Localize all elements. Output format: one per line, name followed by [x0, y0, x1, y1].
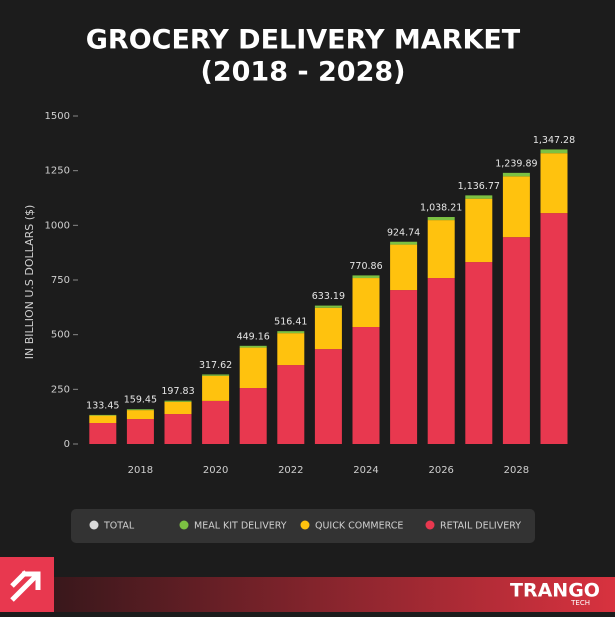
legend-marker — [179, 520, 189, 530]
bar-segment — [502, 237, 530, 444]
bar-segment — [427, 217, 455, 221]
y-tick-label: 1250 — [45, 166, 70, 177]
legend-marker — [89, 520, 99, 530]
bar-segment — [239, 347, 267, 389]
bar-segment — [202, 375, 230, 401]
logo-icon — [10, 570, 41, 602]
bar-segment — [277, 331, 305, 334]
total-label: 924.74 — [387, 227, 420, 238]
total-label: 516.41 — [274, 317, 307, 328]
y-tick-label: 1500 — [45, 111, 70, 122]
total-label: 317.62 — [199, 360, 232, 371]
y-axis-label: IN BILLION U.S DOLLARS ($) — [23, 205, 36, 360]
x-tick-label: 2018 — [128, 465, 153, 476]
total-label: 770.86 — [349, 261, 382, 272]
x-tick-label: 2026 — [428, 465, 453, 476]
bar-segment — [89, 414, 117, 416]
bar-segment — [164, 400, 192, 402]
total-label: 1,347.28 — [533, 135, 575, 146]
total-label: 449.16 — [237, 331, 270, 342]
chart-subtitle: (2018 - 2028) — [201, 57, 406, 88]
legend-label: QUICK COMMERCE — [315, 521, 403, 532]
y-tick-label: 1000 — [45, 220, 70, 231]
bar-segment — [465, 262, 493, 444]
footer-bar — [0, 577, 615, 612]
legend-label: RETAIL DELIVERY — [440, 521, 521, 532]
bar-segment — [314, 307, 342, 350]
bar-segment — [277, 333, 305, 366]
y-tick-label: 250 — [51, 384, 70, 395]
legend-label: MEAL KIT DELIVERY — [194, 521, 287, 532]
bar-segment — [465, 195, 493, 199]
brand-sub: TECH — [570, 599, 590, 607]
bar-segment — [390, 244, 418, 291]
total-label: 633.19 — [312, 291, 345, 302]
x-tick-label: 2020 — [203, 465, 228, 476]
bar-segment — [540, 213, 568, 444]
bar-segment — [502, 172, 530, 177]
y-tick-label: 0 — [64, 439, 70, 450]
total-label: 159.45 — [124, 395, 157, 406]
total-label: 1,136.77 — [458, 181, 500, 192]
bar-segment — [465, 198, 493, 263]
chart-title: GROCERY DELIVERY MARKET — [86, 25, 521, 56]
bar-segment — [390, 290, 418, 444]
bar-segment — [540, 153, 568, 214]
y-tick-label: 500 — [51, 330, 70, 341]
bar-segment — [352, 275, 380, 279]
total-label: 197.83 — [161, 386, 194, 397]
bar-segment — [89, 415, 117, 424]
bar-segment — [164, 401, 192, 415]
y-tick-label: 750 — [51, 275, 70, 286]
brand: TRANGO — [510, 580, 600, 602]
bar-segment — [202, 374, 230, 376]
bar-segment — [352, 327, 380, 444]
bar-segment — [239, 388, 267, 444]
bar-segment — [502, 176, 530, 238]
x-tick-label: 2028 — [504, 465, 529, 476]
bar-segment — [314, 349, 342, 444]
x-tick-label: 2024 — [353, 465, 378, 476]
bar-segment — [126, 410, 154, 420]
x-tick-label: 2022 — [278, 465, 303, 476]
bar-segment — [314, 305, 342, 308]
total-label: 1,239.89 — [495, 158, 537, 169]
legend-label: TOTAL — [103, 521, 135, 532]
legend-marker — [300, 520, 310, 530]
bar-segment — [202, 400, 230, 444]
legend-marker — [425, 520, 435, 530]
bar-segment — [427, 278, 455, 444]
bar-segment — [390, 241, 418, 245]
bar-segment — [89, 423, 117, 444]
bar-segment — [427, 220, 455, 279]
bar-segment — [126, 409, 154, 411]
bar-segment — [164, 414, 192, 444]
bar-segment — [277, 365, 305, 444]
bar-segment — [540, 149, 568, 154]
bar-segment — [126, 419, 154, 444]
bar-segment — [239, 345, 267, 348]
bar-segment — [352, 278, 380, 328]
total-label: 1,038.21 — [420, 202, 462, 213]
total-label: 133.45 — [86, 400, 119, 411]
